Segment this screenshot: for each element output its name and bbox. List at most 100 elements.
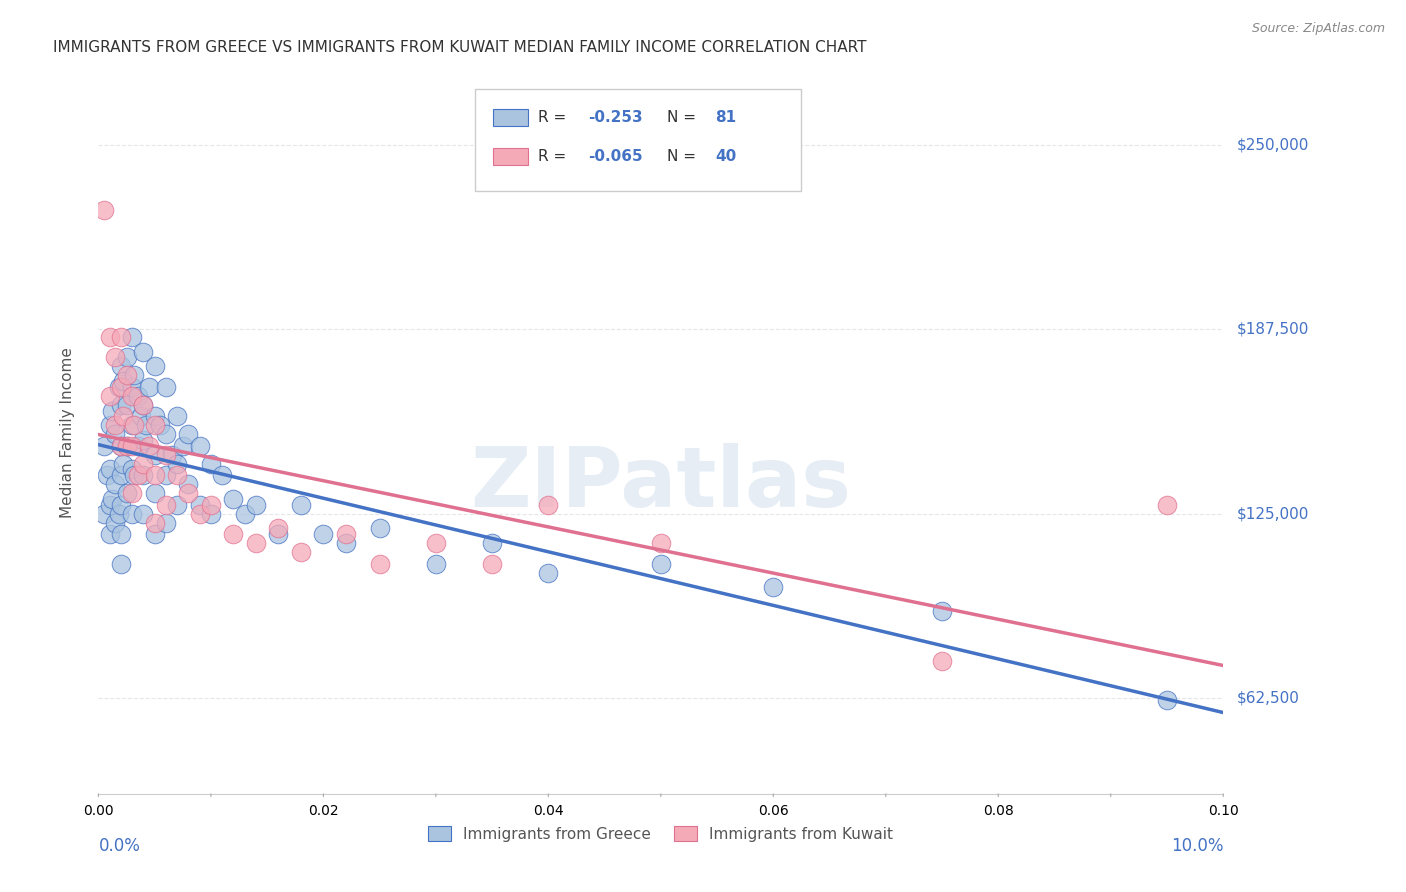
Point bbox=[290, 545, 312, 559]
Point bbox=[312, 527, 335, 541]
Point bbox=[155, 380, 177, 394]
Text: 0.0%: 0.0% bbox=[98, 838, 141, 855]
Point bbox=[132, 398, 155, 412]
Text: 10.0%: 10.0% bbox=[1171, 838, 1223, 855]
Point bbox=[110, 439, 132, 453]
Point bbox=[335, 527, 357, 541]
Point bbox=[1156, 692, 1178, 706]
Point bbox=[155, 427, 177, 442]
FancyBboxPatch shape bbox=[494, 148, 527, 165]
Point bbox=[129, 409, 152, 424]
Point bbox=[115, 486, 138, 500]
Point bbox=[115, 439, 138, 453]
Point bbox=[135, 418, 157, 433]
Point bbox=[93, 202, 115, 217]
Point bbox=[222, 491, 245, 506]
Point bbox=[155, 468, 177, 483]
Point bbox=[143, 516, 166, 530]
Point bbox=[110, 468, 132, 483]
Point bbox=[368, 521, 391, 535]
Point bbox=[138, 439, 160, 453]
Text: $187,500: $187,500 bbox=[1237, 322, 1309, 337]
Point bbox=[200, 457, 222, 471]
Text: R =: R = bbox=[537, 149, 571, 164]
Y-axis label: Median Family Income: Median Family Income bbox=[60, 347, 75, 518]
Point bbox=[112, 457, 135, 471]
Point bbox=[931, 654, 953, 668]
Point bbox=[177, 486, 200, 500]
Point bbox=[200, 507, 222, 521]
Point bbox=[200, 498, 222, 512]
Point bbox=[98, 418, 121, 433]
Point bbox=[245, 536, 267, 550]
Point bbox=[650, 536, 672, 550]
Point bbox=[233, 507, 256, 521]
Text: -0.253: -0.253 bbox=[588, 110, 643, 125]
Point bbox=[98, 498, 121, 512]
Point bbox=[537, 498, 560, 512]
Point bbox=[127, 439, 149, 453]
Text: 81: 81 bbox=[716, 110, 737, 125]
Point bbox=[104, 427, 127, 442]
Point bbox=[121, 418, 143, 433]
Point bbox=[211, 468, 233, 483]
Point bbox=[104, 477, 127, 491]
Point bbox=[124, 368, 146, 383]
Point bbox=[110, 330, 132, 344]
Point bbox=[537, 566, 560, 580]
Point bbox=[188, 507, 211, 521]
Text: $62,500: $62,500 bbox=[1237, 690, 1301, 706]
Point bbox=[222, 527, 245, 541]
Point bbox=[481, 536, 503, 550]
Point bbox=[115, 368, 138, 383]
Point bbox=[98, 330, 121, 344]
Point bbox=[107, 380, 129, 394]
Text: 40: 40 bbox=[716, 149, 737, 164]
Point bbox=[132, 344, 155, 359]
Point bbox=[290, 498, 312, 512]
Point bbox=[650, 557, 672, 571]
Point bbox=[143, 527, 166, 541]
Point bbox=[115, 439, 138, 453]
Text: Source: ZipAtlas.com: Source: ZipAtlas.com bbox=[1251, 22, 1385, 36]
Point bbox=[104, 351, 127, 365]
Point bbox=[425, 557, 447, 571]
Point bbox=[143, 409, 166, 424]
Point bbox=[98, 389, 121, 403]
Point bbox=[762, 581, 785, 595]
Point bbox=[481, 557, 503, 571]
Point bbox=[143, 418, 166, 433]
Point bbox=[127, 468, 149, 483]
Point bbox=[110, 398, 132, 412]
Point bbox=[98, 527, 121, 541]
Point bbox=[155, 516, 177, 530]
Point bbox=[155, 498, 177, 512]
Point bbox=[124, 468, 146, 483]
Point bbox=[93, 507, 115, 521]
Point bbox=[172, 439, 194, 453]
Point bbox=[138, 380, 160, 394]
Point bbox=[188, 498, 211, 512]
Point bbox=[112, 409, 135, 424]
Point bbox=[115, 398, 138, 412]
Point bbox=[267, 527, 290, 541]
Text: ZIPatlas: ZIPatlas bbox=[471, 442, 851, 524]
Text: N =: N = bbox=[666, 149, 702, 164]
Point bbox=[132, 433, 155, 447]
Point bbox=[245, 498, 267, 512]
Point bbox=[132, 507, 155, 521]
Point bbox=[143, 359, 166, 374]
Legend: Immigrants from Greece, Immigrants from Kuwait: Immigrants from Greece, Immigrants from … bbox=[422, 820, 900, 847]
Point bbox=[335, 536, 357, 550]
Point bbox=[115, 351, 138, 365]
Point bbox=[110, 498, 132, 512]
Point bbox=[107, 507, 129, 521]
Point bbox=[143, 486, 166, 500]
Point bbox=[98, 462, 121, 476]
Point bbox=[177, 427, 200, 442]
Point bbox=[110, 359, 132, 374]
Point bbox=[104, 418, 127, 433]
Point bbox=[110, 380, 132, 394]
Point bbox=[132, 398, 155, 412]
Text: $125,000: $125,000 bbox=[1237, 507, 1309, 521]
